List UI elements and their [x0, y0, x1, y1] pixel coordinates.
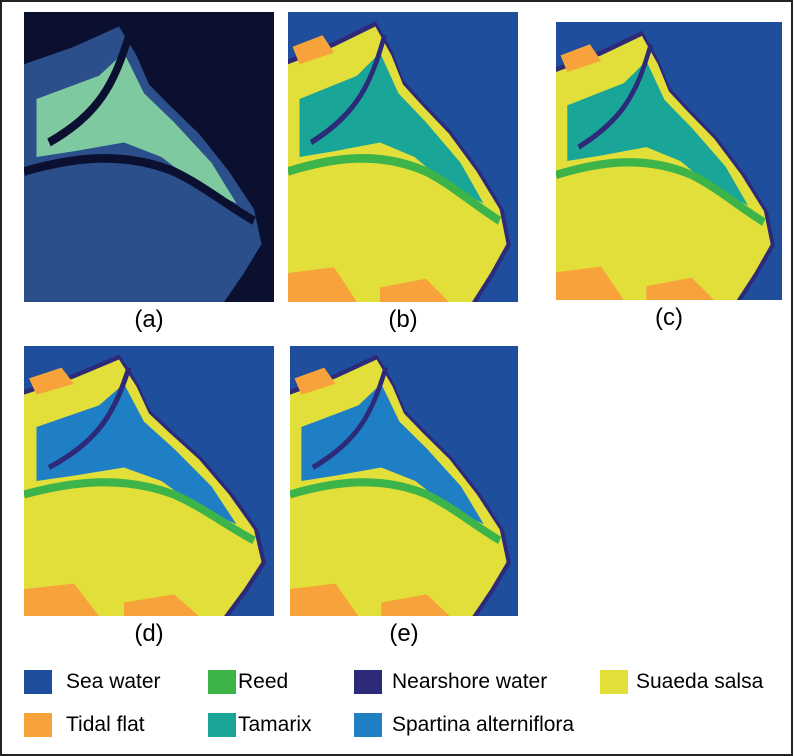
legend-swatch — [208, 713, 236, 737]
panel-label: (a) — [89, 306, 209, 334]
map-panel — [288, 12, 518, 302]
legend-label: Sea water — [66, 670, 161, 694]
legend-label: Nearshore water — [392, 670, 547, 694]
legend-label: Spartina alterniflora — [392, 713, 574, 737]
figure: (a) (b) (c) (d) (e) Sea water Reed Nearshore wa… — [0, 0, 793, 756]
panel-label: (e) — [344, 620, 464, 648]
legend-label: Reed — [238, 670, 288, 694]
legend-swatch — [24, 670, 52, 694]
legend-swatch — [208, 670, 236, 694]
legend-swatch — [600, 670, 628, 694]
legend-swatch — [354, 713, 382, 737]
panel-label: (d) — [89, 620, 209, 648]
legend-swatch — [354, 670, 382, 694]
map-panel — [290, 346, 518, 616]
legend-label: Tamarix — [238, 713, 312, 737]
map-panel — [556, 22, 782, 300]
legend-label: Suaeda salsa — [636, 670, 763, 694]
map-panel — [24, 12, 274, 302]
legend-swatch — [24, 713, 52, 737]
legend-label: Tidal flat — [66, 713, 145, 737]
map-panel — [24, 346, 274, 616]
panel-label: (c) — [609, 304, 729, 332]
panel-label: (b) — [343, 306, 463, 334]
